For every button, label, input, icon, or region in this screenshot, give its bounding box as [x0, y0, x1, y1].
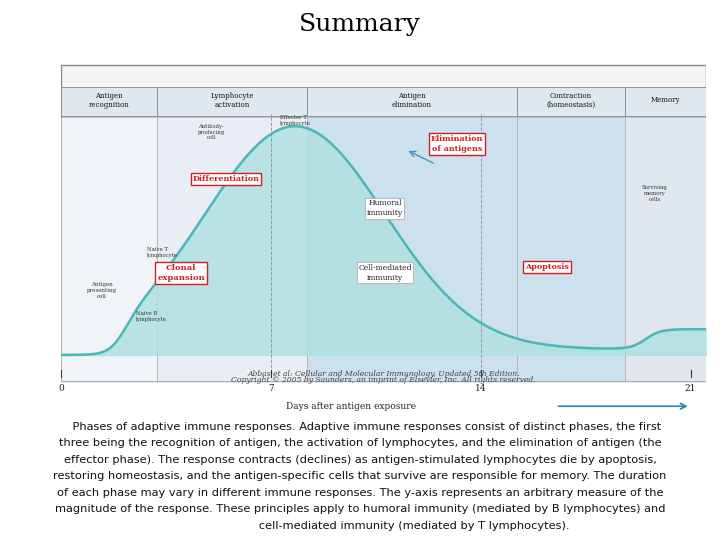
Text: Surviving
memory
cells: Surviving memory cells	[642, 185, 667, 202]
Bar	[517, 117, 625, 381]
Text: Humoral
immunity: Humoral immunity	[366, 199, 403, 217]
Text: Naïve T
lymphocyte: Naïve T lymphocyte	[147, 247, 178, 258]
Text: cell-mediated immunity (mediated by T lymphocytes).: cell-mediated immunity (mediated by T ly…	[150, 521, 570, 531]
Text: Naïve B
lymphocyte: Naïve B lymphocyte	[136, 312, 167, 322]
Text: Apoptosis: Apoptosis	[525, 263, 569, 271]
Text: restoring homeostasis, and the antigen-specific cells that survive are responsib: restoring homeostasis, and the antigen-s…	[53, 471, 667, 482]
Text: magnitude of the response. These principles apply to humoral immunity (mediated : magnitude of the response. These princip…	[55, 504, 665, 515]
Text: effector phase). The response contracts (declines) as antigen-stimulated lymphoc: effector phase). The response contracts …	[63, 455, 657, 465]
Text: Elimination
of antigens: Elimination of antigens	[431, 135, 483, 153]
Text: 14: 14	[475, 384, 487, 393]
Text: Phases of adaptive immune responses. Adaptive immune responses consist of distin: Phases of adaptive immune responses. Ada…	[58, 422, 662, 432]
Text: 21: 21	[685, 384, 696, 393]
Text: Antibody-
producing
cell: Antibody- producing cell	[197, 124, 225, 140]
Text: Antigen
elimination: Antigen elimination	[392, 92, 432, 109]
Bar	[61, 65, 706, 381]
Bar	[157, 117, 307, 381]
Bar	[307, 86, 517, 116]
Text: Antigen
presenting
cell: Antigen presenting cell	[86, 282, 117, 299]
Text: three being the recognition of antigen, the activation of lymphocytes, and the e: three being the recognition of antigen, …	[59, 438, 661, 449]
Bar	[517, 86, 625, 116]
Bar	[625, 117, 706, 381]
Text: of each phase may vary in different immune responses. The y-axis represents an a: of each phase may vary in different immu…	[57, 488, 663, 498]
Bar	[157, 86, 307, 116]
Text: Summary: Summary	[299, 14, 421, 37]
Text: Differentiation: Differentiation	[193, 175, 259, 183]
Text: Antigen
recognition: Antigen recognition	[89, 92, 130, 109]
Text: 7: 7	[268, 384, 274, 393]
Text: Abbas et al: Cellular and Molecular Immunology, Updated 5th Edition.: Abbas et al: Cellular and Molecular Immu…	[247, 370, 520, 378]
Text: Copyright © 2005 by Saunders, an imprint of Elsevier, Inc. All rights reserved.: Copyright © 2005 by Saunders, an imprint…	[231, 376, 536, 384]
Text: Contraction
(homeostasis): Contraction (homeostasis)	[546, 92, 595, 109]
Text: Days after antigen exposure: Days after antigen exposure	[286, 402, 416, 411]
Text: Lymphocyte
activation: Lymphocyte activation	[210, 92, 253, 109]
Text: Effector T
lymphocyte: Effector T lymphocyte	[280, 115, 311, 126]
Bar	[61, 117, 157, 381]
Text: Memory: Memory	[650, 97, 680, 104]
Bar	[625, 86, 706, 116]
Text: 0: 0	[58, 384, 64, 393]
Bar	[307, 117, 517, 381]
Text: Clonal
expansion: Clonal expansion	[157, 264, 205, 282]
Bar	[61, 86, 157, 116]
Text: Cell-mediated
immunity: Cell-mediated immunity	[358, 264, 412, 282]
